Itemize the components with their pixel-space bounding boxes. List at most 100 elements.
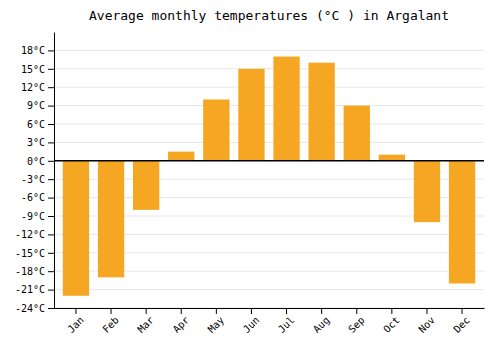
x-tick-label: Jun xyxy=(241,314,262,335)
y-tick-mark xyxy=(48,198,54,199)
grid-line xyxy=(54,289,484,290)
x-tick: May xyxy=(206,308,227,335)
bar xyxy=(63,161,89,296)
zero-line xyxy=(54,160,484,162)
y-tick-mark xyxy=(48,271,54,272)
x-tick-mark xyxy=(426,308,427,314)
x-tick-mark xyxy=(286,308,287,314)
y-tick-mark xyxy=(48,69,54,70)
bar xyxy=(414,161,440,222)
x-tick-label: Apr xyxy=(171,314,192,335)
x-tick-label: Oct xyxy=(381,314,402,335)
y-tick: -21°C xyxy=(15,284,54,295)
y-axis: -24°C -21°C -18°C -15°C -12°C -9°C -6°C -3°C 0°C… xyxy=(15,33,55,314)
y-tick: 3°C xyxy=(27,137,54,148)
y-tick-label: 15°C xyxy=(21,64,45,75)
x-tick: Jun xyxy=(241,308,262,335)
x-tick-mark xyxy=(391,308,392,314)
x-tick-mark xyxy=(462,308,463,314)
bar xyxy=(308,63,334,161)
bar xyxy=(98,161,124,278)
bar xyxy=(133,161,159,210)
y-tick: 18°C xyxy=(21,45,54,56)
x-tick-label: May xyxy=(206,314,227,335)
y-tick-mark xyxy=(48,106,54,107)
x-tick-mark xyxy=(321,308,322,314)
x-axis: Jan Feb Mar Apr May Jun Jul Aug Sep Oct Nov Dec xyxy=(55,308,485,335)
x-tick-mark xyxy=(111,308,112,314)
x-tick: Aug xyxy=(311,308,332,335)
x-tick-label: Sep xyxy=(346,314,367,335)
grid-line xyxy=(54,87,484,88)
y-tick-mark xyxy=(48,234,54,235)
bar xyxy=(449,161,475,284)
y-tick-label: 6°C xyxy=(27,119,45,130)
y-tick: 15°C xyxy=(21,64,54,75)
bar xyxy=(273,57,299,161)
plot: -24°C -21°C -18°C -15°C -12°C -9°C -6°C -3°C 0°C… xyxy=(15,33,485,335)
x-tick: Dec xyxy=(451,308,472,335)
y-tick: -12°C xyxy=(15,229,54,240)
x-tick-mark xyxy=(251,308,252,314)
x-tick: Nov xyxy=(416,308,437,335)
y-tick-mark xyxy=(48,308,54,309)
x-tick: Sep xyxy=(346,308,367,335)
y-tick-label: -18°C xyxy=(15,266,45,277)
y-tick-mark xyxy=(48,142,54,143)
x-tick-label: Jan xyxy=(65,314,86,335)
y-tick: -9°C xyxy=(21,211,54,222)
x-tick-mark xyxy=(181,308,182,314)
x-tick-label: Feb xyxy=(100,314,121,335)
x-tick: Jan xyxy=(65,308,86,335)
y-tick-mark xyxy=(48,216,54,217)
y-tick: -24°C xyxy=(15,303,54,314)
x-tick-mark xyxy=(75,308,76,314)
y-tick: 12°C xyxy=(21,82,54,93)
bar xyxy=(379,155,405,161)
grid-line xyxy=(54,142,484,143)
y-tick-mark xyxy=(48,50,54,51)
x-axis-line xyxy=(55,308,485,309)
y-tick-mark xyxy=(48,87,54,88)
y-tick-mark xyxy=(48,161,54,162)
grid-line xyxy=(54,68,484,69)
x-tick: Feb xyxy=(100,308,121,335)
x-tick-mark xyxy=(146,308,147,314)
y-tick: 9°C xyxy=(27,100,54,111)
x-tick-label: Jul xyxy=(276,314,297,335)
y-tick-label: -15°C xyxy=(15,248,45,259)
grid-line xyxy=(54,160,484,161)
y-tick-label: -21°C xyxy=(15,284,45,295)
y-tick: 6°C xyxy=(27,119,54,130)
x-tick-mark xyxy=(356,308,357,314)
y-axis-line xyxy=(54,33,55,309)
y-tick-mark xyxy=(48,179,54,180)
x-tick-label: Mar xyxy=(135,314,156,335)
y-tick-label: 12°C xyxy=(21,82,45,93)
bar xyxy=(238,69,264,161)
y-tick-label: 3°C xyxy=(27,137,45,148)
y-tick-label: -24°C xyxy=(15,303,45,314)
y-tick-label: 18°C xyxy=(21,45,45,56)
x-tick-label: Nov xyxy=(416,314,437,335)
y-tick-label: -12°C xyxy=(15,229,45,240)
y-tick: -15°C xyxy=(15,248,54,259)
grid xyxy=(54,50,484,308)
y-tick: -3°C xyxy=(21,174,54,185)
y-tick: -18°C xyxy=(15,266,54,277)
y-tick-label: 0°C xyxy=(27,156,45,167)
grid-line xyxy=(54,50,484,51)
x-tick: Jul xyxy=(276,308,297,335)
x-tick-label: Aug xyxy=(311,314,332,335)
y-tick-label: 9°C xyxy=(27,100,45,111)
x-tick: Apr xyxy=(171,308,192,335)
grid-line xyxy=(54,124,484,125)
bars xyxy=(63,57,475,296)
y-tick-mark xyxy=(48,124,54,125)
y-tick-mark xyxy=(48,290,54,291)
y-tick: -6°C xyxy=(21,192,54,203)
x-tick-label: Dec xyxy=(451,314,472,335)
y-tick-label: -6°C xyxy=(21,192,45,203)
bar xyxy=(344,106,370,161)
y-tick-label: -9°C xyxy=(21,211,45,222)
